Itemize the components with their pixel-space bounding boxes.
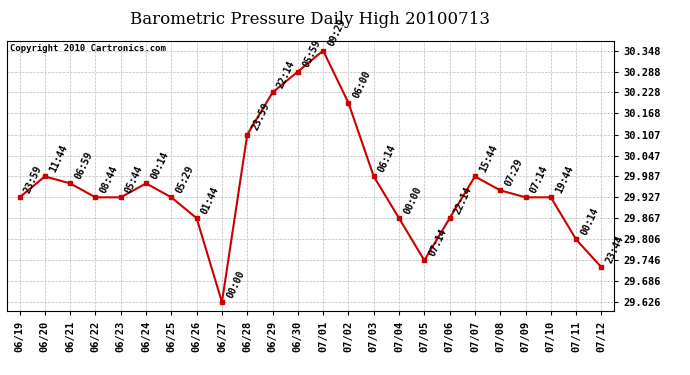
Text: 06:14: 06:14 [377, 143, 398, 174]
Text: 06:59: 06:59 [73, 150, 95, 181]
Text: 19:44: 19:44 [553, 164, 575, 195]
Text: Barometric Pressure Daily High 20100713: Barometric Pressure Daily High 20100713 [130, 11, 491, 28]
Text: Copyright 2010 Cartronics.com: Copyright 2010 Cartronics.com [10, 44, 166, 53]
Text: 23:59: 23:59 [22, 164, 43, 195]
Text: 07:14: 07:14 [529, 164, 550, 195]
Text: 05:29: 05:29 [174, 164, 195, 195]
Text: 06:00: 06:00 [351, 69, 373, 100]
Text: 09:29: 09:29 [326, 17, 347, 48]
Text: 23:59: 23:59 [250, 101, 271, 132]
Text: 00:00: 00:00 [225, 268, 246, 299]
Text: 07:14: 07:14 [427, 227, 449, 258]
Text: 08:44: 08:44 [98, 164, 119, 195]
Text: 07:29: 07:29 [503, 157, 524, 188]
Text: 05:59: 05:59 [301, 38, 322, 69]
Text: 22:14: 22:14 [453, 184, 474, 216]
Text: 00:14: 00:14 [149, 150, 170, 181]
Text: 05:44: 05:44 [124, 164, 145, 195]
Text: 00:00: 00:00 [402, 184, 423, 216]
Text: 23:44: 23:44 [604, 234, 626, 265]
Text: 15:44: 15:44 [477, 143, 499, 174]
Text: 11:44: 11:44 [48, 143, 69, 174]
Text: 00:14: 00:14 [579, 206, 600, 237]
Text: 01:44: 01:44 [199, 184, 221, 216]
Text: 22:14: 22:14 [275, 59, 297, 90]
